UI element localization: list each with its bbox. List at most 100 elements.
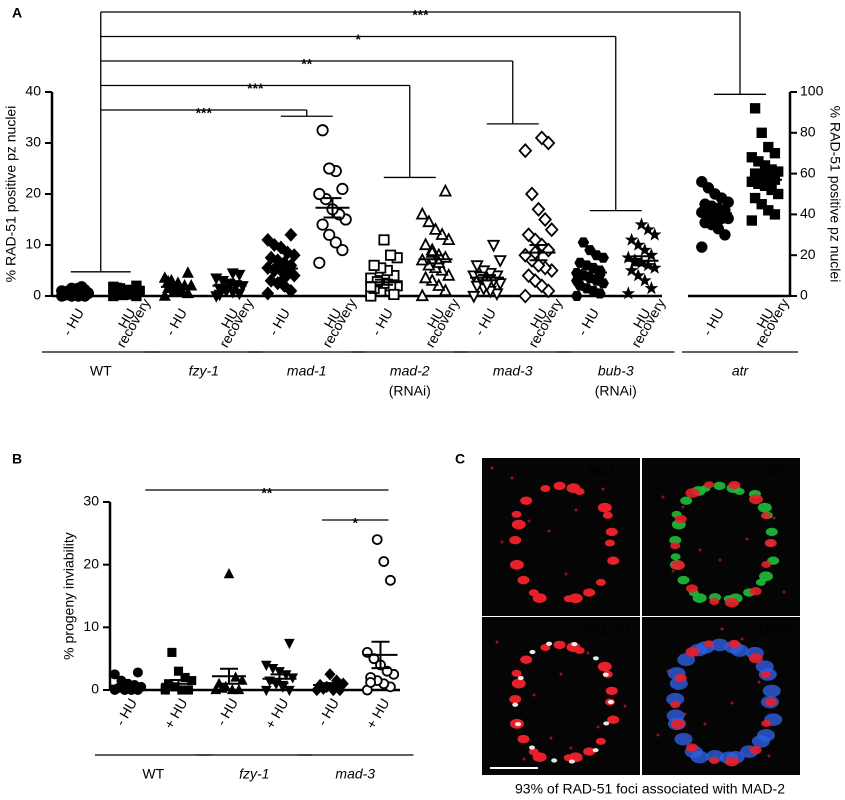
micrograph-signal <box>509 694 522 704</box>
micrograph-signal <box>749 745 762 755</box>
micrograph-signal <box>528 745 535 750</box>
data-point <box>538 211 553 228</box>
x-tick-label-line: - HU <box>265 305 293 338</box>
data-point <box>384 574 396 586</box>
micrograph-noise <box>671 569 675 573</box>
micrograph-noise <box>547 529 551 533</box>
y-tick-label: 30 <box>25 134 41 150</box>
panel-label: A <box>12 5 22 21</box>
micrograph-signal <box>670 553 681 561</box>
data-point <box>438 183 453 197</box>
data-point <box>696 241 708 253</box>
y2-tick-label: 80 <box>800 124 816 140</box>
micrograph-signal <box>704 640 715 648</box>
data-point <box>284 638 295 650</box>
micrograph-signal <box>607 699 614 705</box>
data-point <box>763 141 774 153</box>
data-point <box>109 669 120 680</box>
micrograph-noise <box>527 519 531 523</box>
data-point <box>483 267 497 281</box>
y2-tick-label: 0 <box>800 287 808 303</box>
data-point <box>233 269 246 282</box>
significance-label: ** <box>261 485 272 501</box>
micrograph-noise <box>730 701 734 705</box>
micrograph-signal <box>677 575 690 585</box>
x-tick-label-line: + HU <box>160 695 190 731</box>
data-point <box>493 255 507 268</box>
micrograph-signal <box>765 527 778 537</box>
micrograph-signal <box>515 722 522 727</box>
channel-label: RAD-51 <box>582 622 632 638</box>
micrograph-noise <box>569 746 573 750</box>
data-point <box>418 270 433 284</box>
micrograph-signal <box>764 697 777 707</box>
micrograph <box>642 458 800 616</box>
data-point <box>756 127 767 138</box>
data-point <box>233 288 246 301</box>
data-point <box>769 148 781 159</box>
data-point <box>168 285 181 297</box>
x-tick-label: - HU <box>59 305 87 338</box>
micrograph-signal <box>529 649 536 655</box>
data-point <box>518 143 533 159</box>
x-tick-label: - HU <box>265 305 293 338</box>
micrograph-signal <box>710 638 729 652</box>
micrograph-signal <box>509 535 522 545</box>
micrograph-noise <box>757 680 761 684</box>
data-point <box>422 214 436 228</box>
group-label: atr <box>732 363 750 379</box>
micrograph-signal <box>704 481 715 489</box>
group-label: mad-3 <box>335 766 375 782</box>
significance-label: ** <box>301 56 312 72</box>
micrograph-signal <box>517 575 530 585</box>
micrograph-noise <box>681 505 685 509</box>
micrograph-signal <box>669 535 682 545</box>
x-tick-label: + HU <box>261 695 291 731</box>
x-tick-label: + HU <box>160 695 190 731</box>
x-tick-label-line: - HU <box>314 695 342 728</box>
micrograph-noise <box>661 495 665 499</box>
micrograph-signal <box>520 496 533 505</box>
x-tick-label-line: - HU <box>112 695 140 728</box>
x-tick-label-line: - HU <box>699 305 727 338</box>
micrograph-signal <box>728 639 741 649</box>
micrograph-signal <box>540 643 551 651</box>
data-point <box>490 288 504 302</box>
y-tick-label: 30 <box>83 493 99 509</box>
x-tick-label-line: + HU <box>362 695 392 731</box>
x-tick-label: - HU <box>574 305 602 338</box>
micrograph-signal <box>685 488 700 498</box>
group-sublabel: (RNAi) <box>389 383 431 399</box>
micrograph-signal <box>751 735 770 748</box>
data-point <box>210 273 223 285</box>
data-point <box>574 257 586 268</box>
image-caption: 93% of RAD-51 foci associated with MAD-2 <box>515 781 785 797</box>
micrograph-signal <box>563 754 574 762</box>
micrograph-signal <box>671 719 686 730</box>
micrograph-signal <box>674 732 693 746</box>
data-point <box>699 198 711 210</box>
y-tick-label: 0 <box>33 287 41 303</box>
micrograph-noise <box>564 572 568 576</box>
data-point <box>260 660 272 671</box>
micrograph-noise <box>522 757 526 761</box>
data-point <box>385 249 397 261</box>
data-point <box>180 672 190 683</box>
data-point <box>712 214 724 227</box>
micrograph-signal <box>605 527 618 537</box>
group-label: bub-3 <box>598 363 634 379</box>
micrograph-signal <box>666 709 685 722</box>
micrograph-noise <box>500 540 504 544</box>
data-point <box>415 206 429 220</box>
micrograph-noise <box>586 651 590 655</box>
data-point <box>365 677 377 688</box>
data-point <box>486 239 501 253</box>
micrograph-signal <box>748 653 763 664</box>
micrograph-signal <box>583 747 596 756</box>
data-point <box>223 568 235 579</box>
panel-label: C <box>455 451 465 467</box>
group-label: mad-2 <box>390 363 430 379</box>
micrograph-signal <box>604 539 615 547</box>
micrograph-signal <box>546 641 553 646</box>
micrograph-signal <box>551 758 558 763</box>
